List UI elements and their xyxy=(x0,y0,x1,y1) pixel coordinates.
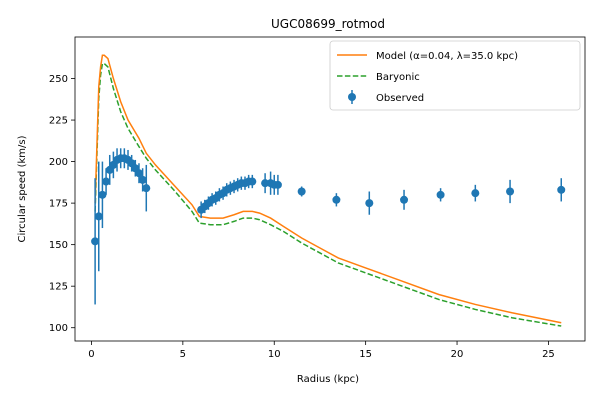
x-tick-label: 0 xyxy=(88,349,94,360)
observed-point xyxy=(261,179,270,188)
baryonic-line xyxy=(94,62,562,327)
x-tick-label: 25 xyxy=(542,349,555,360)
observed-point xyxy=(297,187,306,196)
y-tick-label: 100 xyxy=(49,323,68,334)
observed-point xyxy=(471,189,480,198)
plot-frame xyxy=(74,36,586,342)
observed-point xyxy=(400,195,409,204)
observed-point xyxy=(436,190,445,199)
plot-marks xyxy=(91,54,566,327)
y-tick-label: 125 xyxy=(49,282,68,293)
observed-point xyxy=(102,177,111,186)
observed-point xyxy=(365,199,374,208)
x-tick-label: 5 xyxy=(180,349,186,360)
x-axis: 0 5 10 15 20 25 xyxy=(88,341,555,360)
y-tick-label: 175 xyxy=(49,199,68,210)
y-tick-label: 150 xyxy=(49,240,68,251)
legend-observed-marker xyxy=(348,93,356,101)
x-tick-label: 20 xyxy=(451,349,464,360)
legend: Model (α=0.04, λ=35.0 kpc) Baryonic Obse… xyxy=(329,40,581,111)
observed-point xyxy=(506,187,515,196)
observed-point xyxy=(557,185,566,194)
observed-point xyxy=(248,177,257,186)
observed-point xyxy=(273,180,282,189)
y-axis: 100 125 150 175 200 225 250 xyxy=(49,74,75,334)
observed-point xyxy=(98,190,107,199)
x-tick-label: 10 xyxy=(268,349,281,360)
legend-box xyxy=(329,40,581,111)
x-tick-label: 15 xyxy=(359,349,372,360)
observed-point xyxy=(142,184,151,193)
observed-point xyxy=(91,237,100,246)
legend-baryonic-label: Baryonic xyxy=(376,72,420,83)
legend-observed-label: Observed xyxy=(376,93,424,104)
y-tick-label: 225 xyxy=(49,116,68,127)
observed-point xyxy=(94,212,103,221)
x-axis-label: Radius (kpc) xyxy=(297,374,359,385)
model-line xyxy=(94,54,562,324)
observed-point xyxy=(134,169,143,178)
y-tick-label: 200 xyxy=(49,157,68,168)
chart-title: UGC08699_rotmod xyxy=(271,17,385,31)
legend-model-label: Model (α=0.04, λ=35.0 kpc) xyxy=(376,51,518,62)
y-tick-label: 250 xyxy=(49,74,68,85)
observed-point xyxy=(138,175,147,184)
observed-point xyxy=(332,195,341,204)
y-axis-label: Circular speed (km/s) xyxy=(17,135,28,242)
